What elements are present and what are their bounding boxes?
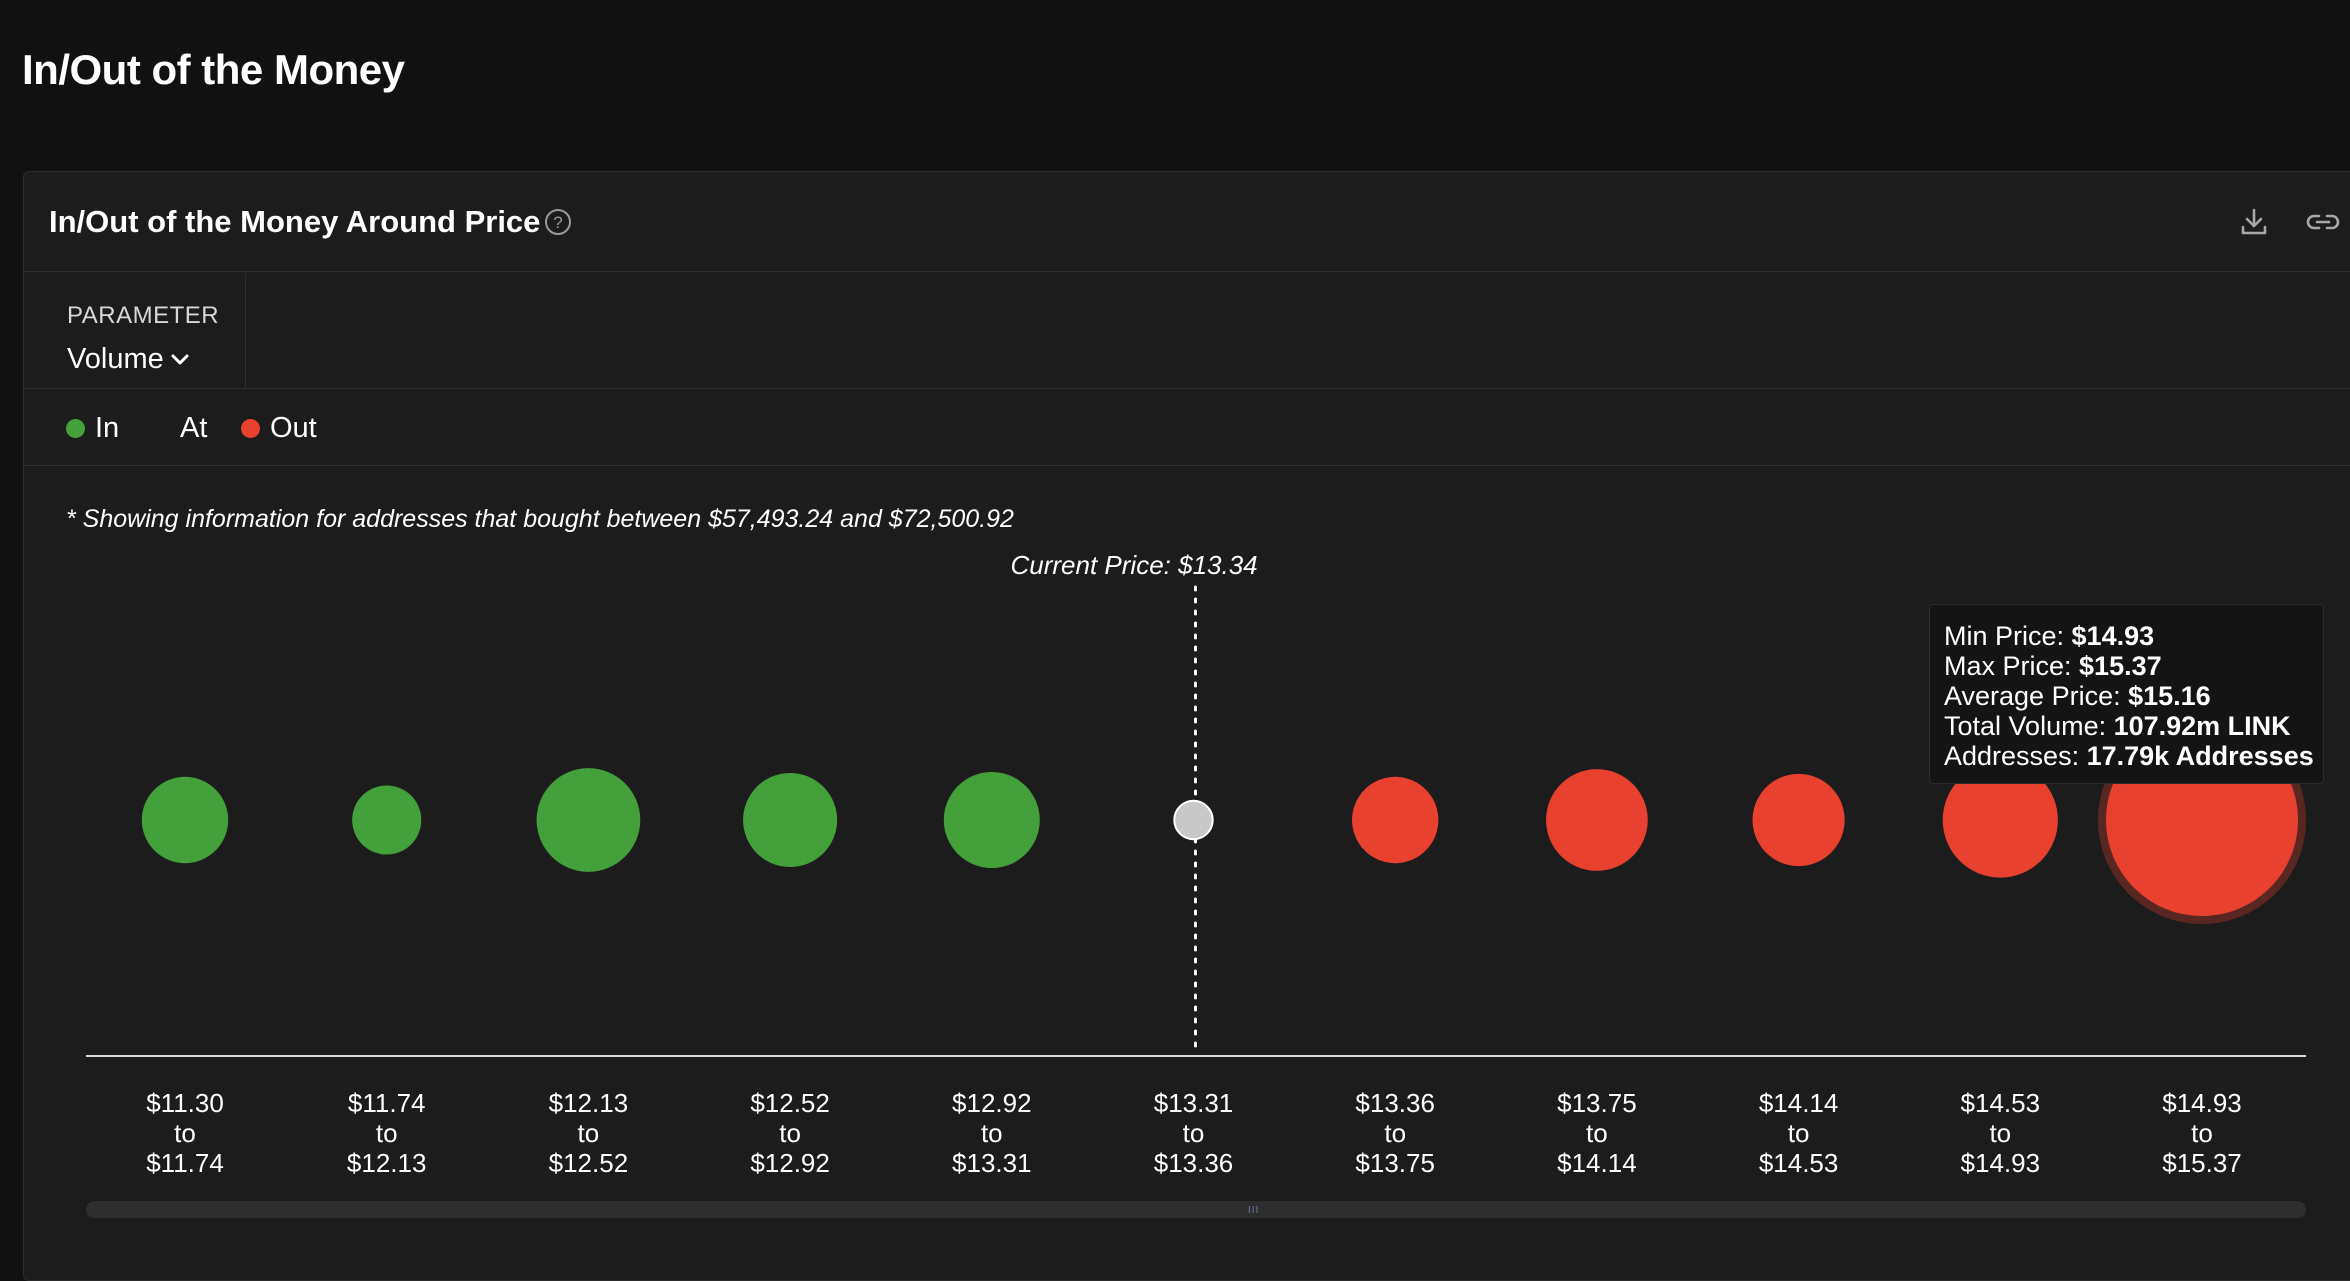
tooltip: Min Price: $14.93 Max Price: $15.37 Averag… bbox=[1929, 604, 2324, 784]
bubble-in[interactable] bbox=[943, 772, 1040, 868]
x-tick-label: to bbox=[981, 1118, 1003, 1148]
download-icon[interactable] bbox=[2237, 205, 2271, 239]
x-tick-label: to bbox=[174, 1118, 196, 1148]
tooltip-row-value: $14.93 bbox=[2071, 621, 2155, 651]
bubble-out[interactable] bbox=[1942, 762, 2058, 878]
bubble-in[interactable] bbox=[141, 776, 229, 864]
parameter-label: PARAMETER bbox=[67, 302, 220, 329]
tooltip-row: Addresses: 17.79k Addresses bbox=[1944, 741, 2314, 771]
x-tick-label: $12.92 bbox=[750, 1148, 830, 1178]
x-tick-label: $13.75 bbox=[1355, 1148, 1435, 1178]
x-tick-label: $11.74 bbox=[146, 1148, 224, 1178]
x-tick-label: $13.75 bbox=[1557, 1088, 1637, 1118]
legend-label-out: Out bbox=[270, 412, 317, 444]
x-tick-label: to bbox=[1384, 1118, 1406, 1148]
chevron-down-icon bbox=[171, 354, 189, 364]
scroll-grip-icon[interactable]: III bbox=[1248, 1205, 1260, 1216]
x-tick-label: to bbox=[779, 1118, 801, 1148]
page-title: In/Out of the Money bbox=[22, 46, 405, 93]
bubble-out[interactable] bbox=[1352, 776, 1439, 864]
bubble-out[interactable] bbox=[1752, 773, 1845, 867]
tooltip-row-value: $15.37 bbox=[2079, 651, 2162, 681]
x-tick-label: $12.13 bbox=[549, 1088, 629, 1118]
x-tick-label: to bbox=[578, 1118, 600, 1148]
x-tick-label: $12.92 bbox=[952, 1088, 1032, 1118]
bubble-in[interactable] bbox=[536, 768, 641, 872]
legend-item-in[interactable]: In bbox=[66, 412, 119, 445]
bubble-in[interactable] bbox=[352, 785, 422, 855]
tooltip-row-value: 107.92m LINK bbox=[2113, 711, 2291, 741]
x-tick-label: $12.52 bbox=[750, 1088, 830, 1118]
card-header: In/Out of the Money Around Price ? bbox=[24, 172, 2350, 272]
x-tick-label: to bbox=[1788, 1118, 1810, 1148]
x-tick-label: $12.52 bbox=[549, 1148, 629, 1178]
x-tick-label: $11.74 bbox=[348, 1088, 426, 1118]
tooltip-row-label: Addresses: bbox=[1944, 741, 2087, 771]
x-tick-label: $14.14 bbox=[1557, 1148, 1637, 1178]
legend-dot-in bbox=[66, 419, 85, 438]
x-tick-label: $14.93 bbox=[2162, 1088, 2242, 1118]
bubble-in[interactable] bbox=[743, 772, 838, 868]
x-tick-label: $13.31 bbox=[1154, 1088, 1234, 1118]
parameter-box: PARAMETER Volume bbox=[24, 273, 246, 389]
legend-item-out[interactable]: Out bbox=[241, 412, 317, 445]
x-tick-label: to bbox=[1586, 1118, 1608, 1148]
parameter-value: Volume bbox=[67, 343, 164, 375]
link-icon[interactable] bbox=[2304, 205, 2342, 239]
tooltip-row: Average Price: $15.16 bbox=[1944, 681, 2309, 711]
x-tick-label: to bbox=[2191, 1118, 2213, 1148]
x-tick-label: to bbox=[1989, 1118, 2011, 1148]
parameter-row: PARAMETER Volume bbox=[24, 273, 2350, 389]
chart-card: In/Out of the Money Around Price ? PARAM… bbox=[23, 171, 2350, 1281]
x-tick-label: $14.14 bbox=[1759, 1088, 1839, 1118]
help-circle-icon[interactable]: ? bbox=[544, 208, 572, 236]
legend-dot-out bbox=[241, 419, 260, 438]
bubble-at[interactable] bbox=[1173, 799, 1214, 841]
x-tick-label: $13.36 bbox=[1154, 1148, 1234, 1178]
x-tick-label: $14.93 bbox=[1961, 1148, 2041, 1178]
x-tick-label: $15.37 bbox=[2162, 1148, 2242, 1178]
svg-text:?: ? bbox=[553, 213, 562, 232]
x-tick-label: $12.13 bbox=[347, 1148, 427, 1178]
x-tick-label: $11.30 bbox=[146, 1088, 224, 1118]
parameter-select[interactable]: Volume bbox=[67, 343, 190, 376]
tooltip-row-label: Total Volume: bbox=[1944, 711, 2114, 741]
card-title: In/Out of the Money Around Price bbox=[49, 204, 541, 239]
tooltip-row-label: Max Price: bbox=[1944, 651, 2080, 681]
tooltip-row: Total Volume: 107.92m LINK bbox=[1944, 711, 2309, 741]
legend: In At Out bbox=[24, 390, 2350, 466]
current-price-label: Current Price: $13.34 bbox=[1011, 550, 1258, 580]
x-tick-label: $14.53 bbox=[1961, 1088, 2041, 1118]
tooltip-row-label: Min Price: bbox=[1944, 621, 2072, 651]
legend-label-at: At bbox=[180, 412, 208, 444]
x-tick-label: to bbox=[1183, 1118, 1205, 1148]
tooltip-row-label: Average Price: bbox=[1944, 681, 2129, 711]
tooltip-row-value: $15.16 bbox=[2128, 681, 2211, 711]
tooltip-row-value: 17.79k Addresses bbox=[2086, 741, 2314, 771]
x-tick-label: $13.31 bbox=[952, 1148, 1032, 1178]
legend-label-in: In bbox=[95, 412, 120, 444]
x-tick-label: $14.53 bbox=[1759, 1148, 1839, 1178]
horizontal-scrollbar[interactable]: III bbox=[86, 1201, 2306, 1218]
tooltip-row: Min Price: $14.93 bbox=[1944, 621, 2309, 651]
legend-item-at[interactable]: At bbox=[180, 412, 207, 445]
range-note: * Showing information for addresses that… bbox=[66, 505, 1014, 533]
x-tick-label: $13.36 bbox=[1355, 1088, 1435, 1118]
x-tick-label: to bbox=[376, 1118, 398, 1148]
bubble-out[interactable] bbox=[1546, 769, 1648, 871]
tooltip-row: Max Price: $15.37 bbox=[1944, 651, 2309, 681]
